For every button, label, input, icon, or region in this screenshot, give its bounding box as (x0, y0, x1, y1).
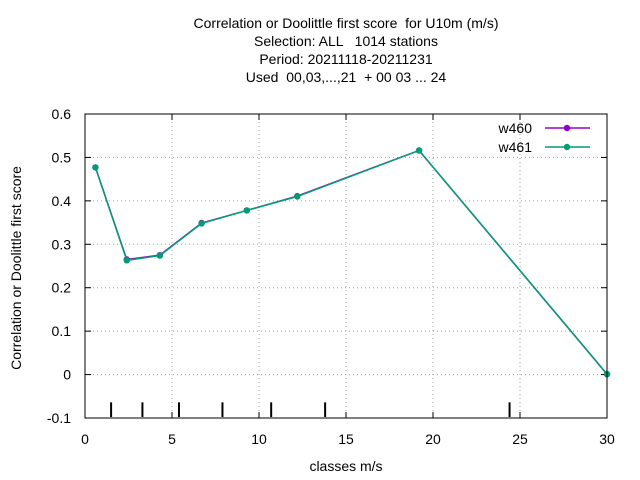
plot-frame (84, 113, 608, 419)
title-line-3: Period: 20211118-20211231 (259, 51, 433, 67)
x-tick-label: 0 (81, 431, 89, 447)
legend-marker-w460 (563, 124, 571, 132)
data-point-w461 (198, 220, 205, 227)
y-tick-label: 0.2 (52, 280, 72, 296)
y-tick-label: 0.4 (52, 193, 72, 209)
title-line-1: Correlation or Doolittle first score for… (193, 15, 499, 31)
y-tick-label: 0 (63, 367, 71, 383)
data-point-w461 (92, 164, 99, 171)
y-tick-label: -0.1 (47, 410, 71, 426)
axis-ticks: 0 5 10 15 20 25 30 -0.1 0 0.1 0.2 0.3 0.4 0.5 0.6 (47, 106, 615, 447)
data-point-w461 (243, 207, 251, 214)
title-line-4: Used 00,03,...,21 + 00 03 ... 24 (245, 69, 447, 85)
data-point-w461 (156, 252, 164, 259)
series-line-w461 (94, 149, 608, 375)
legend: w460 w461 (498, 120, 590, 155)
series-lines (92, 147, 611, 378)
x-tick-label: 5 (168, 431, 176, 447)
y-tick-label: 0.5 (52, 149, 72, 165)
class-bound-markers (110, 402, 511, 417)
legend-marker-w461 (563, 143, 571, 151)
data-point-w461 (123, 257, 130, 264)
y-axis-label: Correlation or Doolittle first score (8, 166, 24, 370)
title-line-2: Selection: ALL 1014 stations (254, 33, 438, 49)
y-tick-label: 0.6 (52, 106, 72, 122)
x-tick-label: 30 (599, 431, 615, 447)
legend-label-w461: w461 (498, 139, 533, 155)
x-tick-label: 25 (512, 431, 528, 447)
data-point-w461 (294, 193, 301, 200)
legend-label-w460: w460 (498, 120, 533, 136)
y-tick-label: 0.3 (52, 236, 72, 252)
x-tick-label: 15 (338, 431, 354, 447)
chart-title: Correlation or Doolittle first score for… (85, 14, 607, 86)
y-tick-label: 0.1 (52, 323, 72, 339)
x-axis-label: classes m/s (309, 458, 382, 474)
grid (85, 114, 607, 418)
data-point-w461 (415, 147, 423, 154)
x-tick-label: 10 (251, 431, 267, 447)
x-tick-label: 20 (425, 431, 441, 447)
